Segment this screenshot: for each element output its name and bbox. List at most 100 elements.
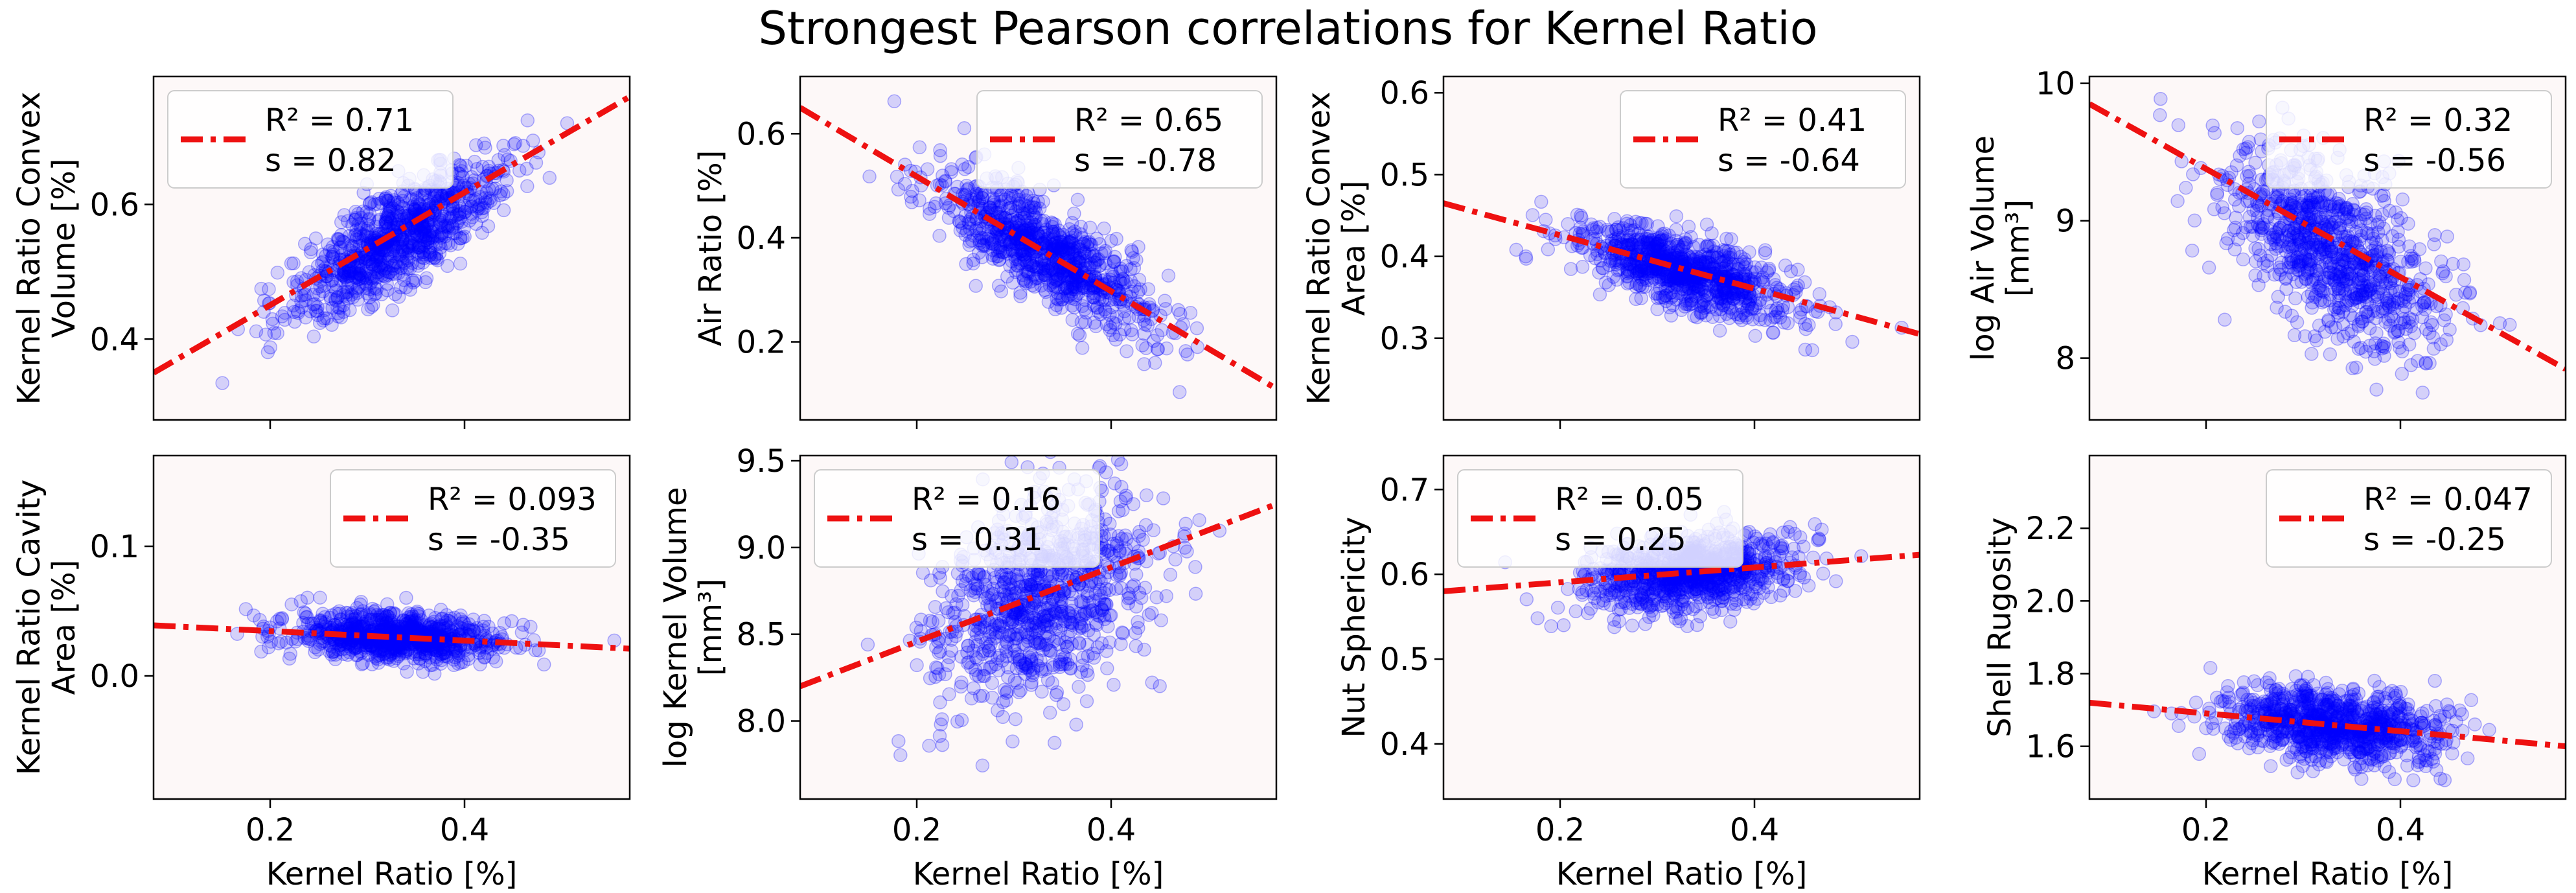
- data-point: [351, 217, 366, 231]
- data-point: [999, 237, 1014, 251]
- figure-title: Strongest Pearson correlations for Kerne…: [758, 2, 1817, 55]
- data-point: [1062, 222, 1077, 237]
- data-point: [1014, 220, 1029, 235]
- data-point: [404, 231, 419, 246]
- data-point: [312, 287, 327, 302]
- y-tick-label: 0.5: [1380, 157, 1429, 193]
- data-point: [339, 266, 353, 281]
- data-point: [452, 203, 466, 218]
- data-point: [1098, 256, 1113, 271]
- data-point: [862, 169, 877, 184]
- data-point: [352, 231, 367, 246]
- data-point: [360, 286, 374, 301]
- data-point: [457, 205, 472, 219]
- data-point: [1029, 270, 1044, 285]
- data-point: [1022, 222, 1036, 237]
- data-point: [413, 238, 428, 253]
- data-point: [1798, 317, 1812, 331]
- data-point: [369, 253, 383, 268]
- data-point: [1112, 273, 1127, 288]
- data-point: [454, 164, 469, 178]
- data-point: [1635, 216, 1649, 231]
- data-point: [1076, 279, 1090, 294]
- data-point: [367, 281, 382, 296]
- data-point: [496, 187, 511, 202]
- data-point: [479, 185, 494, 200]
- data-point: [960, 178, 974, 193]
- data-point: [1065, 246, 1079, 260]
- y-tick-label: 8: [2055, 341, 2075, 377]
- data-point: [2324, 217, 2339, 232]
- data-point: [966, 256, 980, 271]
- data-point: [393, 280, 408, 295]
- data-point: [405, 200, 420, 215]
- data-point: [325, 273, 339, 288]
- data-point: [972, 222, 987, 236]
- data-point: [362, 207, 377, 221]
- data-point: [403, 261, 417, 275]
- data-point: [1742, 245, 1756, 259]
- data-point: [1150, 342, 1165, 356]
- data-point: [421, 231, 435, 246]
- data-point: [1117, 304, 1132, 319]
- data-point: [404, 609, 418, 624]
- data-point: [473, 197, 487, 212]
- data-point: [469, 216, 483, 231]
- data-point: [1680, 297, 1695, 311]
- data-point: [2284, 308, 2299, 323]
- data-point: [500, 173, 514, 187]
- data-point: [367, 197, 382, 212]
- data-point: [308, 303, 323, 318]
- data-point: [393, 240, 408, 255]
- data-point: [2355, 314, 2370, 329]
- data-point: [1055, 292, 1070, 307]
- data-point: [295, 300, 309, 314]
- legend-slope: s = -0.56: [2363, 143, 2506, 179]
- data-point: [1054, 237, 1069, 252]
- data-point: [329, 277, 343, 292]
- data-point: [1074, 255, 1088, 270]
- data-point: [424, 225, 439, 239]
- data-point: [275, 309, 290, 323]
- data-point: [487, 196, 501, 211]
- data-point: [465, 170, 479, 185]
- y-axis-label-line: [mm³]: [2000, 200, 2036, 297]
- data-point: [416, 245, 430, 260]
- data-point: [1034, 254, 1049, 269]
- data-point: [1067, 277, 1081, 292]
- data-point: [382, 265, 397, 279]
- data-point: [1039, 238, 1054, 253]
- data-point: [961, 159, 976, 174]
- data-point: [2439, 307, 2453, 321]
- data-point: [330, 290, 345, 305]
- data-point: [441, 218, 456, 233]
- data-point: [1002, 214, 1017, 228]
- data-point: [341, 292, 356, 306]
- data-point: [1109, 231, 1123, 246]
- data-point: [433, 215, 447, 229]
- data-point: [331, 309, 345, 324]
- data-point: [323, 610, 337, 625]
- data-point: [1002, 233, 1016, 247]
- data-point: [1014, 211, 1029, 226]
- data-point: [440, 218, 454, 233]
- data-point: [2185, 243, 2200, 258]
- data-point: [291, 306, 305, 320]
- data-point: [371, 196, 385, 211]
- data-point: [349, 270, 363, 285]
- data-point: [993, 205, 1007, 220]
- data-point: [1028, 272, 1043, 286]
- data-point: [1125, 327, 1140, 342]
- data-point: [2270, 300, 2284, 315]
- data-point: [1037, 214, 1052, 228]
- data-point: [358, 254, 373, 268]
- y-tick-label: 0.6: [737, 116, 786, 152]
- data-point: [313, 279, 328, 294]
- data-point: [357, 250, 372, 265]
- data-point: [1022, 223, 1036, 238]
- data-point: [367, 270, 382, 285]
- data-point: [349, 204, 363, 219]
- data-point: [381, 194, 395, 208]
- data-point: [371, 249, 385, 264]
